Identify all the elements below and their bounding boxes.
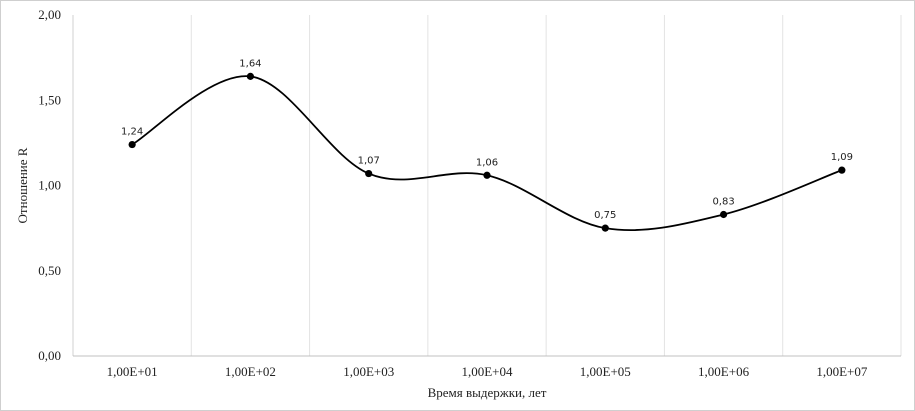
- data-points: [128, 72, 846, 232]
- series-line: [131, 75, 843, 232]
- data-point: [719, 210, 728, 219]
- x-tick-label: 1,00E+03: [343, 364, 394, 379]
- data-point: [246, 72, 255, 80]
- y-tick-label: 0,00: [38, 348, 61, 363]
- x-axis-title: Время выдержки, лет: [428, 385, 547, 400]
- data-label: 1,64: [239, 58, 261, 69]
- data-label: 1,09: [831, 152, 853, 163]
- x-tick-label: 1,00E+01: [107, 364, 158, 379]
- y-tick-labels: 0,00 0,50 1,00 1,50 2,00: [38, 7, 61, 363]
- data-label: 0,83: [712, 196, 734, 207]
- data-labels: 1,24 1,64 1,07 1,06 0,75 0,83 1,09: [121, 58, 853, 221]
- x-tick-label: 1,00E+05: [580, 364, 631, 379]
- data-label: 0,75: [594, 210, 616, 221]
- data-label: 1,06: [476, 157, 498, 168]
- series: [131, 75, 843, 232]
- y-tick-label: 1,00: [38, 178, 61, 193]
- data-point: [601, 224, 609, 232]
- data-label: 1,24: [121, 127, 143, 138]
- x-tick-label: 1,00E+06: [698, 364, 750, 379]
- data-point: [838, 166, 846, 174]
- y-axis-title: Отношение R: [15, 147, 30, 223]
- y-tick-label: 2,00: [38, 7, 61, 22]
- x-tick-label: 1,00E+07: [816, 364, 868, 379]
- data-point: [483, 171, 491, 179]
- axes: [72, 15, 901, 357]
- grid-lines: [190, 15, 902, 356]
- y-tick-label: 1,50: [38, 92, 61, 107]
- y-tick-label: 0,50: [38, 263, 61, 278]
- x-tick-label: 1,00E+02: [225, 364, 276, 379]
- x-tick-label: 1,00E+04: [461, 364, 513, 379]
- data-point: [128, 140, 136, 149]
- data-label: 1,07: [358, 156, 380, 167]
- x-tick-labels: 1,00E+01 1,00E+02 1,00E+03 1,00E+04 1,00E+05…: [107, 364, 868, 379]
- data-point: [365, 169, 373, 178]
